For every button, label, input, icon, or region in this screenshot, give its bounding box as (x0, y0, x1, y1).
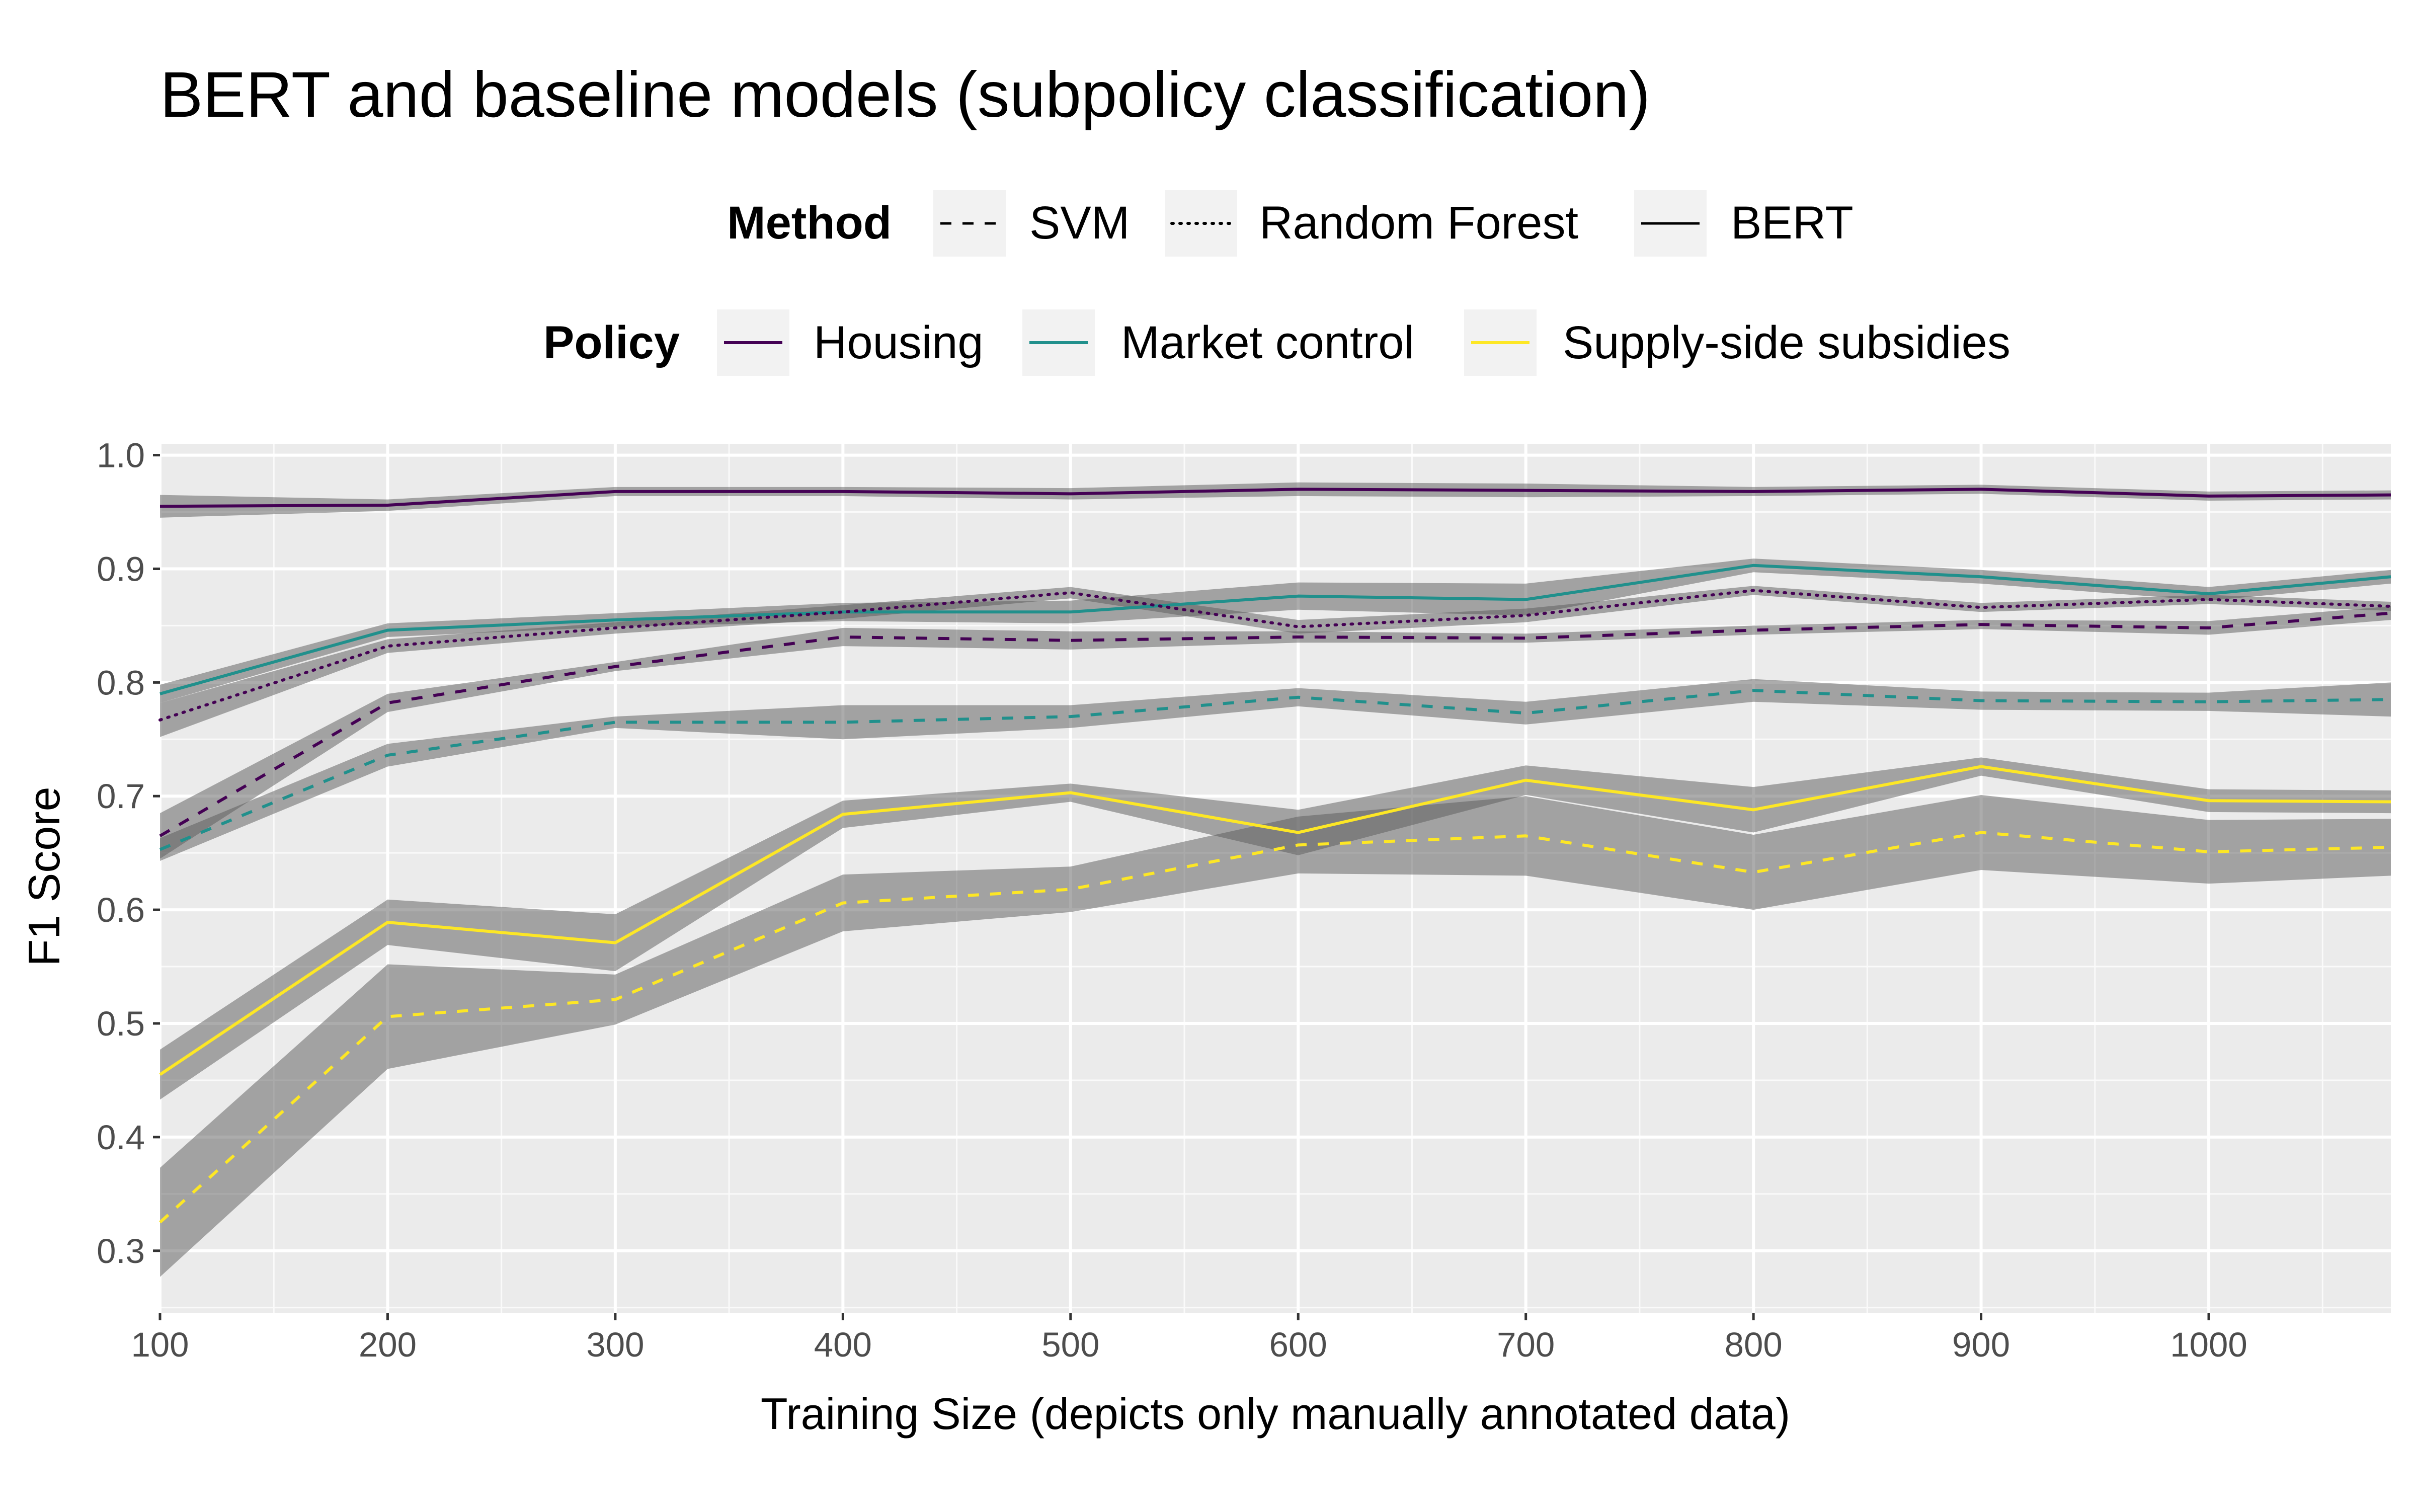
x-tick-label: 1000 (2170, 1325, 2247, 1364)
legend-label-market-control: Market control (1121, 317, 1414, 368)
x-tick-label: 200 (359, 1325, 417, 1364)
y-axis-label: F1 Score (19, 786, 69, 966)
legend-label-supply-side-subsidies: Supply-side subsidies (1563, 317, 2010, 368)
x-tick-label: 300 (586, 1325, 644, 1364)
x-tick-label: 400 (814, 1325, 872, 1364)
legend-method-title: Method (727, 197, 892, 249)
x-tick-label: 700 (1497, 1325, 1555, 1364)
line-market-control-svm (159, 689, 2391, 851)
line-supply-side-subsidies-bert (159, 765, 2391, 1076)
band-market-control-svm (160, 679, 2391, 861)
x-tick-label: 800 (1725, 1325, 1783, 1364)
line-housing-bert (159, 488, 2391, 508)
y-tick-label: 0.5 (97, 1004, 145, 1043)
legend-label-random-forest: Random Forest (1259, 197, 1578, 249)
x-axis: 100 200 300 400 500 600 700 800 900 1000 (131, 1313, 2247, 1364)
line-housing-svm (159, 611, 2391, 837)
x-tick-label: 500 (1041, 1325, 1099, 1364)
chart-title: BERT and baseline models (subpolicy clas… (160, 59, 1650, 131)
plot-panel (160, 444, 2391, 1313)
line-supply-side-subsidies-svm (158, 831, 2391, 1224)
y-tick-label: 0.8 (97, 663, 145, 702)
x-tick-label: 600 (1269, 1325, 1327, 1364)
y-tick-label: 0.6 (97, 891, 145, 929)
y-tick-label: 1.0 (97, 436, 145, 475)
y-tick-label: 0.4 (97, 1118, 145, 1157)
line-housing-random-forest (158, 589, 2392, 722)
band-housing-svm (160, 606, 2391, 859)
x-tick-label: 100 (131, 1325, 189, 1364)
legend-label-housing: Housing (814, 317, 984, 368)
y-axis: 0.3 0.4 0.5 0.6 0.7 0.8 0.9 1.0 (97, 436, 160, 1270)
legend-policy: Policy Housing Market control Supply-sid… (543, 309, 2010, 376)
y-tick-label: 0.7 (97, 777, 145, 816)
band-market-control-bert (160, 559, 2391, 703)
legend-label-bert: BERT (1731, 197, 1854, 249)
legend-label-svm: SVM (1029, 197, 1130, 249)
y-tick-label: 0.9 (97, 549, 145, 588)
legend-method: Method SVM Random Forest BERT (727, 190, 1854, 257)
line-market-control-bert (159, 564, 2391, 695)
x-axis-label: Training Size (depicts only manually ann… (761, 1389, 1790, 1439)
x-tick-label: 900 (1952, 1325, 2010, 1364)
band-supply-side-subsidies-svm (160, 794, 2391, 1277)
band-housing-random-forest (160, 586, 2391, 737)
series-lines (158, 488, 2392, 1224)
y-tick-label: 0.3 (97, 1232, 145, 1270)
legend-policy-title: Policy (543, 317, 680, 368)
